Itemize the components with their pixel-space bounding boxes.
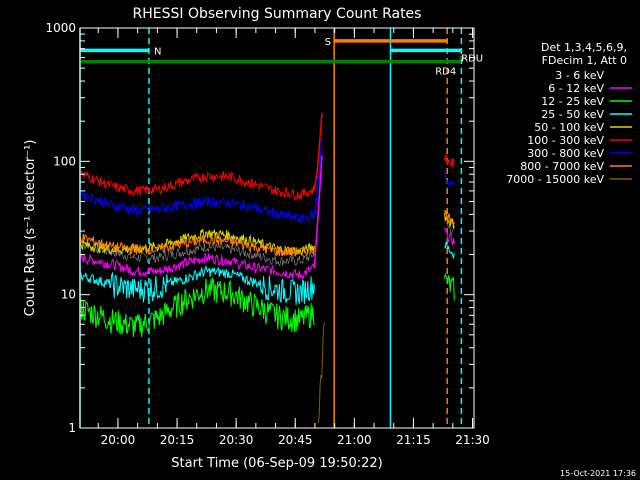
x-tick-label: 20:30: [219, 433, 254, 447]
x-tick-label: 21:00: [337, 433, 372, 447]
legend-header-0: Det 1,3,4,5,6,9,: [541, 41, 627, 54]
series-line-1-1: [444, 227, 455, 246]
flare-spike-2: [313, 155, 323, 268]
x-tick-label: 20:15: [160, 433, 195, 447]
series-outline-0-0: [79, 241, 315, 267]
legend-label: 6 - 12 keV: [548, 82, 604, 95]
footer-date: 15-Oct-2021 17:36: [560, 469, 636, 478]
series-line-2-0: [79, 277, 315, 338]
x-tick-label: 21:15: [396, 433, 431, 447]
legend-label: 25 - 50 keV: [541, 108, 604, 121]
series-line-8-0: [317, 322, 325, 423]
state-label-s: S: [325, 37, 331, 48]
series-line-4-1: [444, 213, 455, 229]
x-tick-label: 21:30: [455, 433, 490, 447]
y-tick-label: 10: [61, 288, 76, 302]
x-tick-label: 20:00: [101, 433, 136, 447]
legend-label: 50 - 100 keV: [534, 121, 604, 134]
series-line-2-1: [444, 272, 455, 301]
legend-label: 800 - 7000 keV: [520, 160, 604, 173]
series-line-5-0: [79, 170, 315, 201]
series-line-7-1: [444, 210, 455, 226]
state-label-n: N: [154, 46, 161, 57]
legend-label: 3 - 6 keV: [555, 69, 604, 82]
flare-spike-1: [313, 137, 323, 215]
x-axis-label: Start Time (06-Sep-09 19:50:22): [171, 456, 382, 471]
state-label-rd4: RD4: [435, 67, 456, 78]
plot-frame: [79, 27, 475, 429]
legend-label: 300 - 800 keV: [527, 147, 604, 160]
series-line-3-1: [444, 241, 455, 259]
y-tick-label: 1000: [45, 21, 76, 35]
y-tick-label: 100: [53, 154, 76, 168]
y-tick-label: 1: [68, 421, 76, 435]
series-line-7-0: [79, 233, 315, 257]
series-line-1-0: [79, 252, 315, 280]
legend-label: 100 - 300 keV: [527, 134, 604, 147]
flare-spike-0: [313, 113, 323, 190]
series-line-6-0: [79, 189, 315, 224]
state-label-rdu: RDU: [461, 54, 483, 65]
legend-label: 12 - 25 keV: [541, 95, 604, 108]
x-tick-label: 20:45: [278, 433, 313, 447]
series-line-6-1: [444, 171, 455, 187]
legend-label: 7000 - 15000 keV: [506, 173, 604, 186]
chart-title: RHESSI Observing Summary Count Rates: [133, 6, 422, 22]
series-line-5-1: [444, 154, 455, 168]
y-axis-label: Count Rate (s⁻¹ detector⁻¹): [23, 140, 38, 317]
series-line-3-0: [79, 264, 315, 305]
legend-header-1: FDecim 1, Att 0: [542, 54, 627, 67]
